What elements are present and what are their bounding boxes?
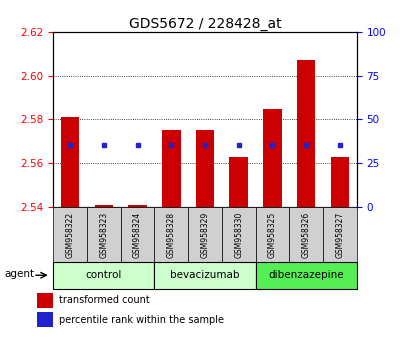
Text: dibenzazepine: dibenzazepine (267, 270, 343, 280)
Bar (289, 207, 322, 262)
Bar (221, 207, 255, 262)
Bar (154, 262, 255, 289)
Text: control: control (85, 270, 122, 280)
Bar (263, 109, 281, 207)
Text: GSM958322: GSM958322 (65, 211, 74, 258)
Bar (128, 205, 146, 207)
Bar (61, 117, 79, 207)
Bar (154, 207, 188, 262)
Text: GSM958324: GSM958324 (133, 211, 142, 258)
Bar (162, 130, 180, 207)
Bar (87, 207, 120, 262)
Text: bevacizumab: bevacizumab (170, 270, 239, 280)
Text: GSM958326: GSM958326 (301, 211, 310, 258)
Bar (195, 130, 214, 207)
Bar (37, 293, 53, 308)
Bar (37, 313, 53, 327)
Text: percentile rank within the sample: percentile rank within the sample (59, 315, 224, 325)
Text: GSM958323: GSM958323 (99, 211, 108, 258)
Bar (120, 207, 154, 262)
Text: GSM958328: GSM958328 (166, 211, 175, 258)
Bar (53, 207, 87, 262)
Text: transformed count: transformed count (59, 295, 150, 306)
Bar (229, 157, 247, 207)
Text: GSM958327: GSM958327 (335, 211, 344, 258)
Text: agent: agent (4, 269, 34, 279)
Bar (255, 207, 289, 262)
Title: GDS5672 / 228428_at: GDS5672 / 228428_at (128, 17, 281, 31)
Bar (53, 262, 154, 289)
Text: GSM958330: GSM958330 (234, 211, 243, 258)
Bar (94, 205, 113, 207)
Bar (255, 262, 356, 289)
Bar (330, 157, 348, 207)
Text: GSM958329: GSM958329 (200, 211, 209, 258)
Bar (322, 207, 356, 262)
Text: GSM958325: GSM958325 (267, 211, 276, 258)
Bar (296, 60, 315, 207)
Bar (188, 207, 221, 262)
